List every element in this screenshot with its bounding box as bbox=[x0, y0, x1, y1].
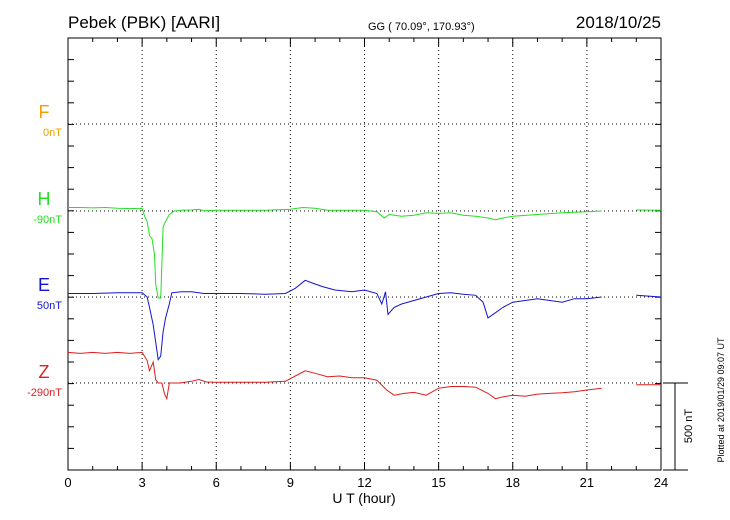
scale-bar-label: 500 nT bbox=[683, 409, 695, 444]
series-label-e: E bbox=[38, 275, 50, 295]
station-title: Pebek (PBK) [AARI] bbox=[68, 13, 220, 32]
series-line-e bbox=[68, 279, 602, 361]
series-label-z: Z bbox=[39, 362, 50, 382]
series-baseline-z: -290nT bbox=[27, 387, 62, 399]
series-baseline-h: -90nT bbox=[33, 214, 62, 226]
plotted-note: Plotted at 2019/01/29 09:07 UT bbox=[716, 337, 726, 463]
series-labels: F 0nT H -90nT E 50nT Z -290nT bbox=[27, 102, 62, 399]
series-line-z bbox=[67, 351, 602, 401]
series-lines bbox=[67, 206, 662, 401]
x-tick-label: 21 bbox=[580, 475, 594, 490]
series-label-f: F bbox=[39, 102, 50, 122]
station-coords: GG ( 70.09°, 170.93°) bbox=[368, 21, 475, 33]
x-tick-labels: 0 3 6 9 12 15 18 21 24 bbox=[64, 475, 668, 490]
scale-bar: 500 nT bbox=[663, 382, 695, 471]
x-tick-label: 0 bbox=[64, 475, 71, 490]
x-axis-label: U T (hour) bbox=[332, 490, 395, 506]
x-tick-label: 15 bbox=[431, 475, 445, 490]
plot-date: 2018/10/25 bbox=[576, 13, 661, 32]
series-line-e bbox=[636, 294, 662, 298]
x-tick-label: 12 bbox=[357, 475, 371, 490]
x-tick-label: 3 bbox=[139, 475, 146, 490]
grid bbox=[68, 38, 661, 470]
series-label-h: H bbox=[38, 189, 51, 209]
series-baseline-e: 50nT bbox=[37, 300, 62, 312]
series-baseline-f: 0nT bbox=[43, 127, 62, 139]
series-line-h bbox=[68, 206, 602, 299]
x-tick-label: 9 bbox=[287, 475, 294, 490]
x-tick-label: 24 bbox=[654, 475, 668, 490]
x-tick-label: 6 bbox=[213, 475, 220, 490]
x-tick-label: 18 bbox=[506, 475, 520, 490]
axis-ticks bbox=[67, 38, 662, 470]
